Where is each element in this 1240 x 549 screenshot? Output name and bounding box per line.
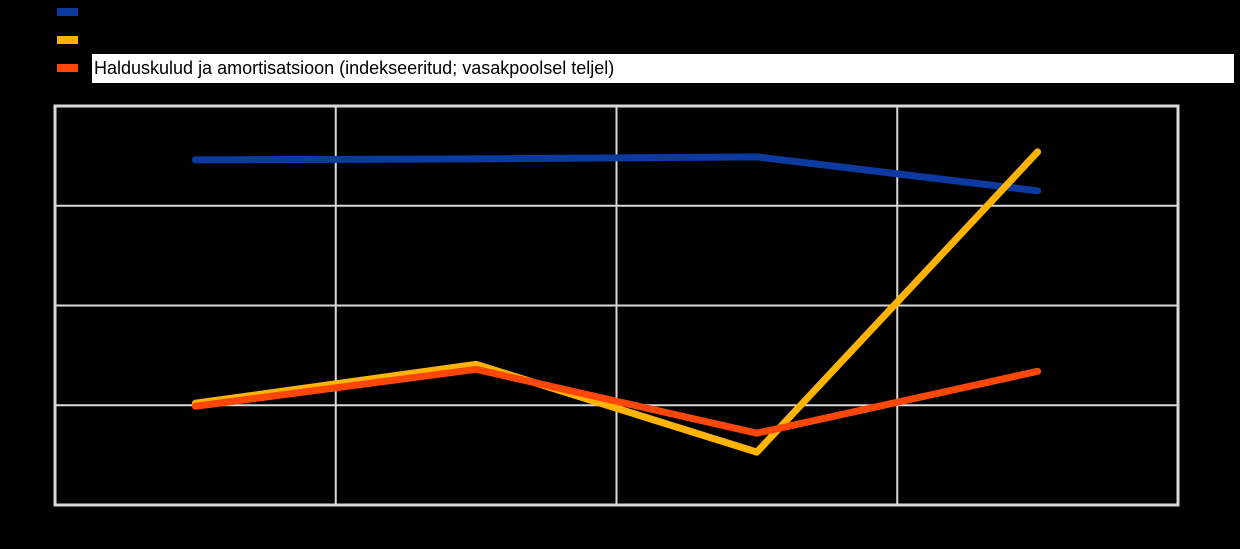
plot-border: [53, 104, 1180, 507]
series-line-2: [191, 148, 1042, 456]
legend-swatch-series1: [57, 8, 78, 16]
legend: Halduskulud ja amortisatsioon (indekseer…: [0, 0, 1240, 95]
legend-swatch-series3: [57, 64, 78, 72]
series-line-1: [191, 153, 1042, 195]
legend-label-series3: Halduskulud ja amortisatsioon (indekseer…: [92, 54, 1234, 83]
series-line-3: [191, 365, 1042, 437]
legend-swatch-series2: [57, 36, 78, 44]
